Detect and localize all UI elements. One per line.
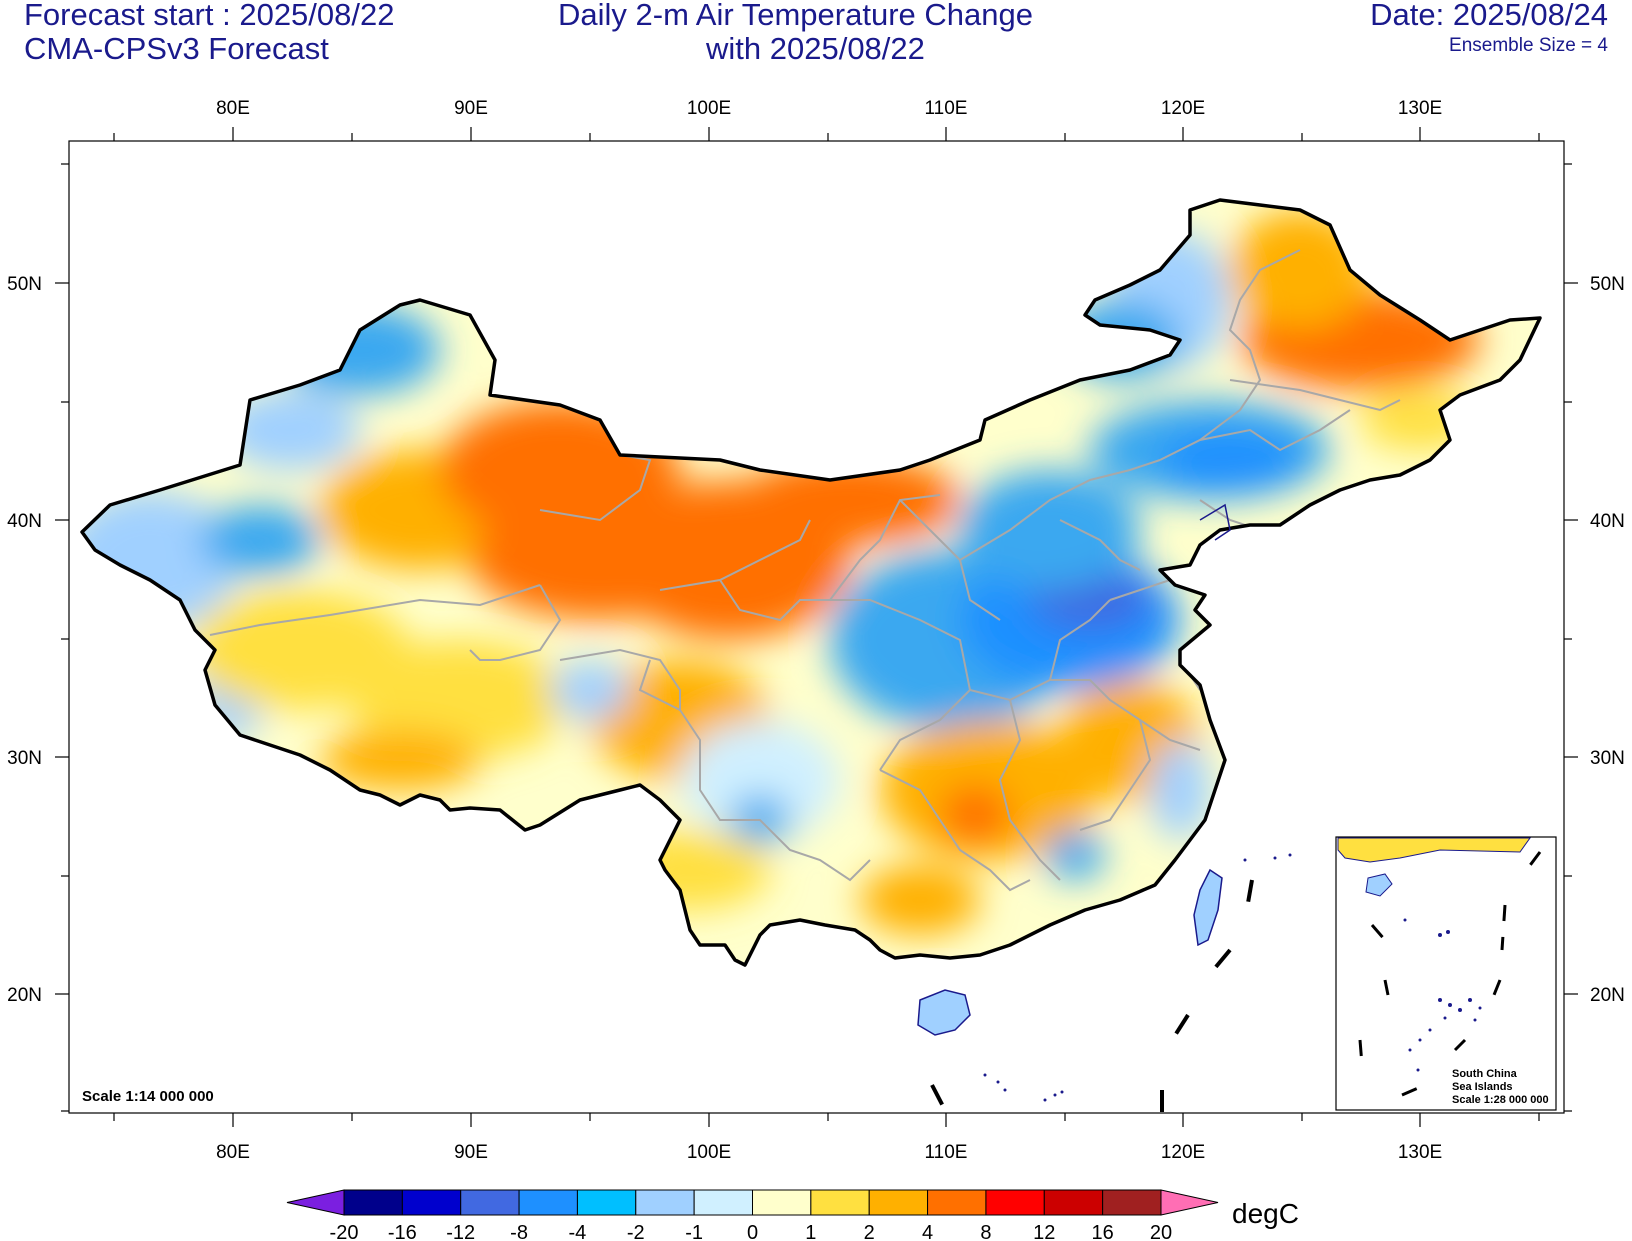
lon-label: 100E bbox=[687, 1142, 731, 1163]
lat-labels-left: 50N 40N 30N 20N bbox=[7, 274, 42, 1006]
colorbar-label: -1 bbox=[685, 1222, 703, 1241]
colorbar-swatch bbox=[343, 1189, 403, 1216]
lon-label: 120E bbox=[1161, 1142, 1205, 1163]
colorbar-label: 4 bbox=[922, 1222, 933, 1241]
colorbar-swatch bbox=[693, 1189, 754, 1216]
colorbar-label: 1 bbox=[805, 1222, 816, 1241]
colorbar-swatch bbox=[868, 1189, 929, 1216]
taiwan-island bbox=[1193, 868, 1223, 947]
colorbar-label: 8 bbox=[980, 1222, 991, 1241]
islands bbox=[983, 853, 1292, 1102]
inset-label-3: Scale 1:28 000 000 bbox=[1452, 1094, 1549, 1106]
colorbar-swatch bbox=[1102, 1189, 1162, 1216]
colorbar-label: 2 bbox=[864, 1222, 875, 1241]
title-line-2: with 2025/08/22 bbox=[706, 31, 925, 66]
inset-label-1: South China bbox=[1452, 1068, 1518, 1080]
colorbar-swatch bbox=[1043, 1189, 1104, 1216]
hainan-island bbox=[917, 989, 971, 1036]
lat-label: 30N bbox=[1590, 748, 1625, 769]
lat-label: 20N bbox=[7, 985, 42, 1006]
colorbar-label: 20 bbox=[1150, 1222, 1172, 1241]
lat-label: 40N bbox=[7, 511, 42, 532]
lat-labels-right: 50N 40N 30N 20N bbox=[1590, 274, 1625, 1006]
lon-label: 80E bbox=[216, 1142, 250, 1163]
lon-label: 120E bbox=[1161, 98, 1205, 119]
colorbar-swatch bbox=[752, 1189, 812, 1216]
map-frame bbox=[68, 140, 1565, 1114]
lon-label: 110E bbox=[925, 98, 968, 119]
lat-label: 20N bbox=[1590, 985, 1625, 1006]
forecast-start-label: Forecast start : 2025/08/22 bbox=[24, 0, 395, 32]
lon-label: 130E bbox=[1398, 1142, 1442, 1163]
colorbar-label: 0 bbox=[747, 1222, 758, 1241]
lon-label: 110E bbox=[925, 1142, 968, 1163]
temperature-field bbox=[82, 200, 1540, 965]
colorbar-max-arrow bbox=[1160, 1189, 1219, 1216]
title-line-1: Daily 2-m Air Temperature Change bbox=[558, 0, 1033, 32]
colorbar-swatch bbox=[460, 1189, 520, 1216]
colorbar-swatch bbox=[518, 1189, 578, 1216]
colorbar-label: 12 bbox=[1033, 1222, 1055, 1241]
lon-label: 130E bbox=[1398, 98, 1442, 119]
colorbar-swatch bbox=[576, 1189, 637, 1216]
colorbar-label: 16 bbox=[1092, 1222, 1114, 1241]
colorbar-min-arrow bbox=[286, 1189, 345, 1216]
colorbar-swatch bbox=[635, 1189, 695, 1216]
china-outline bbox=[80, 198, 1542, 967]
frame-ticks bbox=[55, 127, 1578, 1127]
colorbar-swatch bbox=[401, 1189, 462, 1216]
nine-dash-line bbox=[930, 879, 1254, 1115]
inset-label-2: Sea Islands bbox=[1452, 1081, 1513, 1093]
ensemble-label: Ensemble Size = 4 bbox=[1449, 35, 1608, 56]
lat-label: 50N bbox=[7, 274, 42, 295]
colorbar-label: -8 bbox=[510, 1222, 528, 1241]
colorbar-swatch bbox=[810, 1189, 870, 1216]
lat-label: 30N bbox=[7, 748, 42, 769]
lon-label: 90E bbox=[454, 98, 488, 119]
colorbar: -20 -16 -12 -8 -4 -2 -1 0 1 2 4 8 12 16 20 bbox=[286, 1189, 1219, 1241]
lon-labels-bottom: 80E 90E 100E 110E 120E 130E bbox=[216, 1142, 1442, 1163]
colorbar-label: -16 bbox=[388, 1222, 417, 1241]
colorbar-unit: degC bbox=[1232, 1198, 1299, 1229]
south-china-sea-inset: South China Sea Islands Scale 1:28 000 0… bbox=[1335, 836, 1557, 1111]
lon-labels-top: 80E 90E 100E 110E 120E 130E bbox=[216, 98, 1442, 119]
lon-label: 90E bbox=[454, 1142, 488, 1163]
lat-label: 50N bbox=[1590, 274, 1625, 295]
colorbar-label: -4 bbox=[569, 1222, 587, 1241]
colorbar-label: -2 bbox=[627, 1222, 645, 1241]
lon-label: 80E bbox=[216, 98, 250, 119]
scale-label: Scale 1:14 000 000 bbox=[82, 1088, 214, 1105]
colorbar-swatch bbox=[927, 1189, 987, 1216]
colorbar-label: -20 bbox=[330, 1222, 359, 1241]
lat-label: 40N bbox=[1590, 511, 1625, 532]
model-label: CMA-CPSv3 Forecast bbox=[24, 31, 329, 66]
colorbar-swatch bbox=[985, 1189, 1045, 1216]
lon-label: 100E bbox=[687, 98, 731, 119]
colorbar-label: -12 bbox=[446, 1222, 475, 1241]
date-label: Date: 2025/08/24 bbox=[1370, 0, 1608, 32]
coastline bbox=[1199, 503, 1231, 541]
